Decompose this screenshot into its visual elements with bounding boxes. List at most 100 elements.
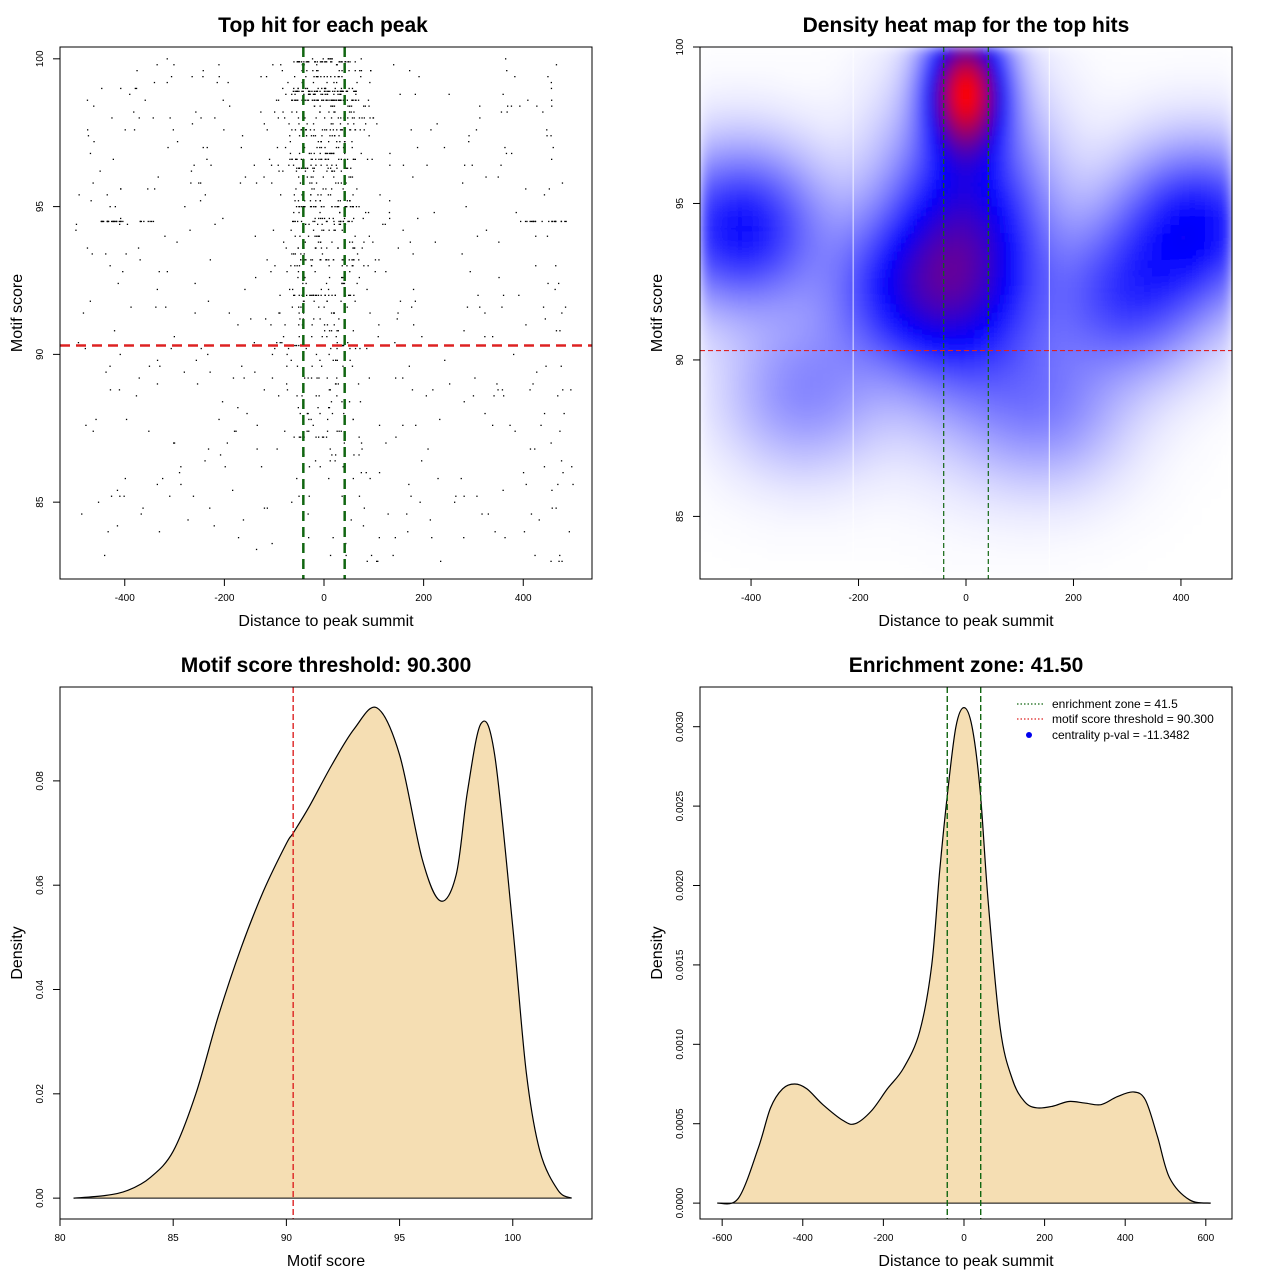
heatmap-cell xyxy=(859,295,870,305)
heatmap-cell xyxy=(841,126,852,137)
scatter-point xyxy=(337,117,339,119)
scatter-point xyxy=(369,117,371,119)
heatmap-cell xyxy=(1063,91,1073,101)
scatter-point xyxy=(332,129,334,131)
scatter-point xyxy=(315,117,317,119)
heatmap-cell xyxy=(1178,499,1189,509)
heatmap-cell xyxy=(797,197,807,208)
scatter-vlines xyxy=(302,47,346,579)
scatter-point xyxy=(303,61,305,63)
heatmap-cell xyxy=(779,259,790,270)
scatter-point xyxy=(301,70,303,72)
heatmap-cell xyxy=(824,481,834,491)
scatter-point xyxy=(282,170,284,172)
heatmap-cell xyxy=(1134,383,1144,394)
scatter-point xyxy=(167,146,169,149)
heatmap-cell xyxy=(850,446,861,456)
heatmap-cell xyxy=(779,446,790,456)
heatmap-cell xyxy=(700,446,710,456)
scatter-point xyxy=(200,182,202,184)
heatmap-cell xyxy=(930,171,940,181)
heatmap-cell xyxy=(957,242,967,252)
heatmap-cell xyxy=(1169,330,1180,341)
heatmap-cell xyxy=(877,366,887,376)
scatter-point xyxy=(89,152,92,155)
heatmap-cell xyxy=(1152,242,1162,252)
scatter-point xyxy=(277,117,279,119)
heatmap-cell xyxy=(1134,446,1144,456)
heatmap-cell xyxy=(1045,481,1056,491)
scatter-point xyxy=(329,460,331,462)
heatmap-cell xyxy=(1205,321,1215,332)
heatmap-cell xyxy=(726,206,737,217)
scatter-point xyxy=(101,220,103,223)
heatmap-cell xyxy=(1152,109,1162,119)
scatter-point xyxy=(560,460,563,462)
heatmap-cell xyxy=(1099,135,1109,146)
heatmap-cell xyxy=(903,463,914,474)
heatmap-cell xyxy=(708,126,719,137)
scatter-point xyxy=(320,93,322,95)
scatter-point xyxy=(463,537,465,539)
scatter-point xyxy=(547,76,549,78)
heatmap-cell xyxy=(1116,250,1127,261)
heatmap-cell xyxy=(1054,135,1065,146)
heatmap-cell xyxy=(1081,224,1091,234)
heatmap-cell xyxy=(1045,419,1056,429)
heatmap-cell xyxy=(1063,410,1073,420)
scatter-point xyxy=(271,353,274,356)
heatmap-cell xyxy=(1001,339,1011,350)
scatter-point xyxy=(210,164,212,166)
heatmap-cell xyxy=(921,446,932,456)
heatmap-cell xyxy=(921,454,932,465)
scatter-point xyxy=(541,220,543,223)
heatmap-cell xyxy=(1081,117,1091,128)
heatmap-cell xyxy=(1143,339,1153,350)
heatmap-cell xyxy=(1223,55,1232,66)
heatmap-cell xyxy=(868,268,878,279)
scatter-point xyxy=(411,306,413,308)
heatmap-cell xyxy=(974,454,985,465)
heatmap-cell xyxy=(726,109,737,119)
heatmap-cell xyxy=(859,206,870,217)
heatmap-cell xyxy=(948,100,958,110)
heatmap-cell xyxy=(1196,295,1206,305)
heatmap-cell xyxy=(921,401,932,412)
heatmap-cell xyxy=(1169,277,1180,287)
scatter-point xyxy=(476,235,479,237)
heatmap-cell xyxy=(1081,499,1091,509)
heatmap-cell xyxy=(1019,330,1029,341)
heatmap-cell xyxy=(921,428,932,438)
heatmap-cell xyxy=(930,91,940,101)
heatmap-cell xyxy=(700,197,710,208)
heatmap-cell xyxy=(1134,454,1144,465)
heatmap-cell xyxy=(815,242,825,252)
scatter-point xyxy=(413,324,415,326)
heatmap-cell xyxy=(1152,91,1162,101)
scatter-point xyxy=(313,99,315,101)
heatmap-cell xyxy=(903,224,914,234)
heatmap-cell xyxy=(1196,250,1206,261)
x-tick-label: -200 xyxy=(214,593,234,604)
scatter-point xyxy=(304,170,307,172)
heatmap-cell xyxy=(1169,525,1180,536)
heatmap-cell xyxy=(1205,215,1215,225)
scatter-point xyxy=(354,347,357,350)
heatmap-cell xyxy=(992,197,1003,208)
heatmap-cell xyxy=(1205,534,1215,545)
heatmap-cell xyxy=(770,552,781,562)
heatmap-cell xyxy=(1063,534,1073,545)
scatter-point xyxy=(327,58,330,60)
heatmap-cell xyxy=(921,481,932,491)
heatmap-cell xyxy=(1045,401,1056,412)
heatmap-cell xyxy=(859,419,870,429)
heatmap-cell xyxy=(1045,375,1056,385)
scatter-point xyxy=(156,359,159,361)
heatmap-cell xyxy=(708,375,719,385)
heatmap-cell xyxy=(1001,383,1011,394)
scatter-point xyxy=(209,507,211,509)
heatmap-cell xyxy=(974,481,985,491)
heatmap-cell xyxy=(815,321,825,332)
heatmap-cell xyxy=(1010,162,1020,172)
heatmap-cell xyxy=(1152,534,1162,545)
